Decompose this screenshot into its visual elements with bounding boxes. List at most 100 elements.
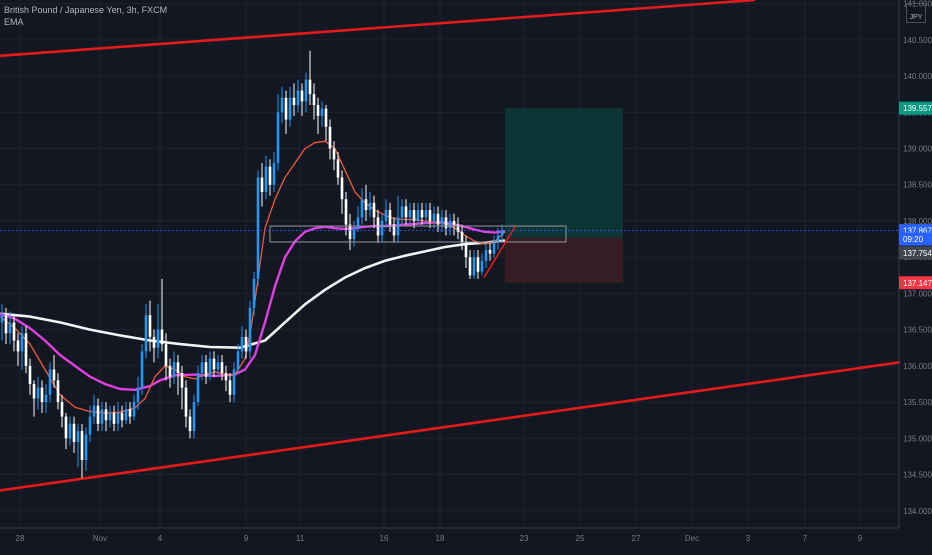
time-tick-label: 9	[858, 534, 863, 543]
candle-body	[212, 358, 216, 370]
price-tick-label: 136.000	[903, 362, 932, 371]
candle-body	[196, 373, 200, 403]
candle-body	[144, 315, 148, 352]
candle-body	[448, 220, 452, 229]
price-tick-label: 134.500	[903, 471, 932, 480]
currency-badge[interactable]: JPY	[906, 3, 926, 23]
candle-body	[452, 220, 456, 225]
candle-body	[296, 90, 300, 106]
candle-body	[352, 228, 356, 240]
candle-body	[200, 362, 204, 374]
time-tick-label: 28	[16, 534, 25, 543]
indicator-label[interactable]: EMA	[4, 17, 24, 27]
candle-body	[456, 224, 460, 232]
price-label-level	[899, 246, 932, 260]
candle-body	[4, 315, 8, 334]
candle-body	[80, 431, 84, 461]
time-tick-label: 23	[520, 534, 529, 543]
price-tick-label: 137.000	[903, 289, 932, 298]
candle-body	[240, 336, 244, 352]
candle-body	[368, 202, 372, 211]
candle-body	[224, 373, 228, 381]
candle-body	[248, 307, 252, 352]
candle-body	[100, 409, 104, 424]
candle-body	[68, 423, 72, 439]
time-tick-label: 27	[632, 534, 641, 543]
candle-body	[364, 199, 368, 211]
time-tick-label: 9	[244, 534, 249, 543]
candle-body	[476, 257, 480, 272]
candle-body	[92, 405, 96, 417]
candle-body	[36, 387, 40, 399]
consolidation-box[interactable]	[269, 225, 567, 243]
candle-body	[360, 199, 364, 218]
candle-body	[280, 97, 284, 113]
channel-lower-line[interactable]	[0, 360, 901, 492]
candle-body	[408, 210, 412, 218]
candle-body	[380, 220, 384, 236]
time-tick-label: 16	[380, 534, 389, 543]
candle-body	[116, 412, 120, 424]
candle-body	[180, 373, 184, 388]
candle-body	[136, 387, 140, 403]
candle-body	[76, 431, 80, 442]
candle-body	[484, 249, 488, 261]
candle-body	[252, 278, 256, 308]
candle-body	[56, 380, 60, 403]
candle-body	[276, 112, 280, 164]
price-label-level-text: 137.754	[903, 249, 932, 258]
candle-body	[152, 336, 156, 348]
candle-body	[232, 369, 236, 395]
price-label-countdown-text: 09:20	[903, 235, 924, 244]
candle-body	[340, 177, 344, 200]
price-label-stop	[899, 276, 932, 290]
candle-body	[468, 257, 472, 276]
target-zone[interactable]	[505, 108, 623, 238]
candle-body	[96, 405, 100, 424]
candle-body	[288, 97, 292, 120]
candle-body	[148, 315, 152, 337]
candle-body	[220, 362, 224, 374]
candle-body	[228, 380, 232, 395]
candle-body	[52, 369, 56, 381]
candle-body	[204, 362, 208, 377]
candle-body	[400, 206, 404, 218]
candle-body	[384, 210, 388, 221]
candle-body	[292, 97, 296, 106]
candle-body	[268, 166, 272, 185]
candle-body	[16, 340, 20, 352]
time-tick-label: 7	[803, 534, 808, 543]
stop-zone[interactable]	[505, 237, 623, 283]
candle-body	[312, 94, 316, 106]
price-label-target	[899, 101, 932, 115]
candle-body	[28, 365, 32, 384]
candle-body	[164, 344, 168, 366]
candle-body	[108, 412, 112, 421]
candle-body	[472, 257, 476, 276]
candle-body	[436, 213, 440, 225]
currency-label: JPY	[909, 14, 923, 21]
price-tick-label: 135.000	[903, 434, 932, 443]
price-tick-label: 140.500	[903, 36, 932, 45]
candle-body	[8, 322, 12, 334]
price-label-current-text: 137.867	[903, 227, 932, 236]
candle-body	[260, 177, 264, 192]
candle-body	[48, 369, 52, 395]
candle-body	[104, 409, 108, 421]
candle-body	[168, 365, 172, 377]
candle-body	[216, 362, 220, 370]
candle-body	[176, 362, 180, 374]
mini-trend-line[interactable]	[483, 226, 516, 278]
candle-body	[64, 416, 68, 439]
channel-upper-line[interactable]	[0, 0, 756, 58]
candle-body	[308, 79, 312, 95]
candle-body	[432, 213, 436, 221]
candle-body	[316, 105, 320, 116]
candle-body	[40, 387, 44, 403]
candle-body	[372, 202, 376, 218]
candle-body	[20, 333, 24, 352]
price-tick-label: 141.000	[903, 0, 932, 9]
candle-body	[416, 210, 420, 221]
